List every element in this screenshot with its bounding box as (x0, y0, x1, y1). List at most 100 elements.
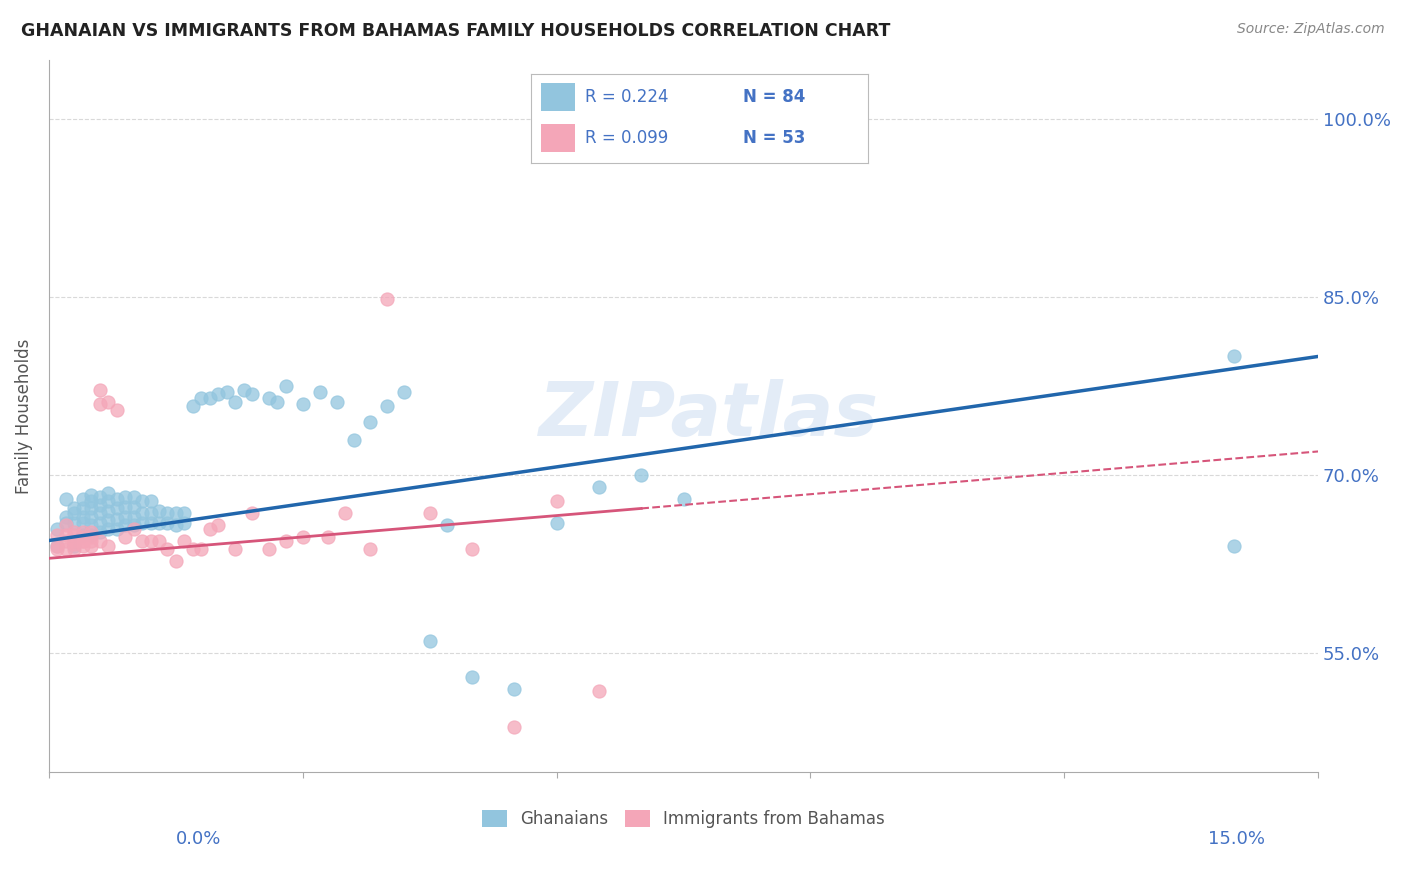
Point (114, 530, 136, 544)
Point (46, 527, 69, 541)
Point (72, 527, 94, 541)
Point (80, 527, 103, 541)
Legend: Ghanaians, Immigrants from Bahamas: Ghanaians, Immigrants from Bahamas (475, 804, 891, 835)
Point (114, 500, 136, 515)
Point (131, 494, 153, 508)
Text: 15.0%: 15.0% (1208, 830, 1265, 847)
Point (89, 533, 111, 548)
Point (105, 512, 128, 526)
Point (360, 541, 382, 556)
Point (588, 480, 610, 494)
Point (546, 516, 568, 530)
Point (72, 533, 94, 548)
Point (72, 533, 94, 548)
Point (46, 540, 69, 554)
Point (89, 506, 111, 520)
Point (181, 400, 204, 414)
Point (274, 533, 297, 548)
Point (122, 509, 145, 524)
Point (72, 501, 94, 516)
Point (173, 506, 195, 520)
Point (131, 533, 153, 548)
Point (461, 670, 484, 684)
Text: ZIPatlas: ZIPatlas (538, 379, 879, 452)
Point (394, 385, 416, 400)
Point (257, 541, 280, 556)
Point (291, 397, 314, 411)
Point (266, 394, 288, 409)
Point (131, 506, 153, 520)
Point (148, 533, 170, 548)
Point (173, 516, 195, 530)
Text: Source: ZipAtlas.com: Source: ZipAtlas.com (1237, 22, 1385, 37)
Point (80, 488, 103, 502)
Point (97, 504, 120, 518)
Point (588, 684, 610, 698)
Point (97, 513, 120, 527)
Point (291, 530, 314, 544)
Point (1222, 350, 1244, 364)
Point (80, 540, 103, 554)
Point (316, 530, 339, 544)
Point (503, 720, 526, 734)
Point (156, 541, 179, 556)
Point (97, 486, 120, 500)
Point (360, 415, 382, 429)
Point (165, 518, 187, 533)
Point (207, 387, 229, 401)
Point (139, 533, 162, 548)
Point (224, 394, 246, 409)
Point (114, 518, 136, 533)
Point (436, 518, 458, 533)
Text: 0.0%: 0.0% (176, 830, 221, 847)
Point (55, 527, 77, 541)
Point (63, 540, 86, 554)
Point (80, 494, 103, 508)
Point (72, 509, 94, 524)
Point (630, 468, 652, 483)
Point (89, 516, 111, 530)
Point (105, 501, 128, 516)
Point (257, 391, 280, 405)
Point (198, 522, 221, 536)
Point (148, 516, 170, 530)
Point (63, 516, 86, 530)
Point (55, 533, 77, 548)
Point (377, 293, 399, 307)
Point (139, 516, 162, 530)
Point (190, 391, 212, 405)
Point (97, 494, 120, 508)
Point (63, 537, 86, 551)
Point (89, 490, 111, 504)
Point (148, 504, 170, 518)
Point (80, 533, 103, 548)
Point (342, 433, 364, 447)
Point (207, 518, 229, 533)
Point (190, 541, 212, 556)
Point (80, 525, 103, 540)
Point (122, 490, 145, 504)
Point (240, 506, 263, 520)
Point (156, 506, 179, 520)
Point (122, 522, 145, 536)
Point (46, 540, 69, 554)
Text: GHANAIAN VS IMMIGRANTS FROM BAHAMAS FAMILY HOUSEHOLDS CORRELATION CHART: GHANAIAN VS IMMIGRANTS FROM BAHAMAS FAMI… (21, 22, 890, 40)
Point (63, 541, 86, 556)
Point (232, 383, 254, 397)
Point (156, 516, 179, 530)
Point (503, 681, 526, 696)
Point (89, 498, 111, 512)
Point (325, 394, 347, 409)
Point (80, 509, 103, 524)
Point (105, 403, 128, 417)
Point (122, 500, 145, 515)
Point (461, 541, 484, 556)
Point (72, 516, 94, 530)
Point (131, 516, 153, 530)
Point (333, 506, 356, 520)
Point (274, 379, 297, 393)
Point (55, 518, 77, 533)
Point (173, 533, 195, 548)
Point (72, 491, 94, 506)
Point (97, 394, 120, 409)
